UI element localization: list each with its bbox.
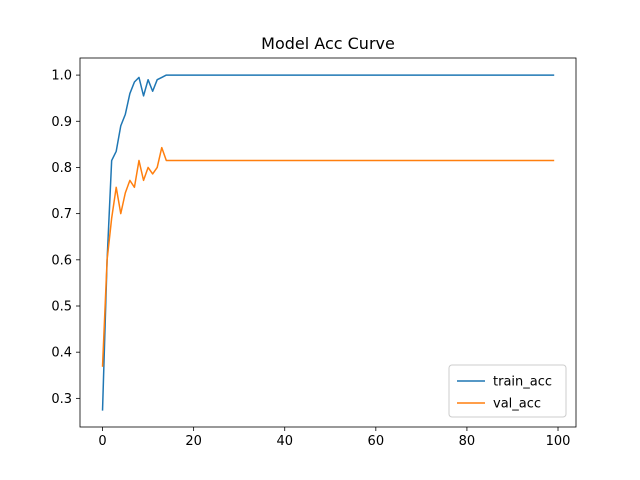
legend: train_acc val_acc bbox=[449, 365, 566, 417]
x-tick-label: 80 bbox=[459, 434, 476, 449]
y-tick-label: 1.0 bbox=[51, 69, 72, 84]
y-tick-label: 0.3 bbox=[51, 392, 72, 407]
x-tick-label: 0 bbox=[98, 434, 106, 449]
chart-title: Model Acc Curve bbox=[261, 34, 395, 53]
y-tick-label: 0.5 bbox=[51, 300, 72, 315]
y-tick-label: 0.8 bbox=[51, 161, 72, 176]
y-tick-label: 0.7 bbox=[51, 207, 72, 222]
y-tick-label: 0.4 bbox=[51, 346, 72, 361]
x-tick-label: 100 bbox=[546, 434, 571, 449]
y-tick-label: 0.6 bbox=[51, 253, 72, 268]
x-tick-label: 20 bbox=[185, 434, 202, 449]
x-tick-label: 40 bbox=[276, 434, 293, 449]
y-tick-label: 0.9 bbox=[51, 115, 72, 130]
legend-label-val-acc: val_acc bbox=[493, 397, 541, 412]
x-tick-label: 60 bbox=[368, 434, 385, 449]
legend-label-train-acc: train_acc bbox=[493, 375, 552, 390]
